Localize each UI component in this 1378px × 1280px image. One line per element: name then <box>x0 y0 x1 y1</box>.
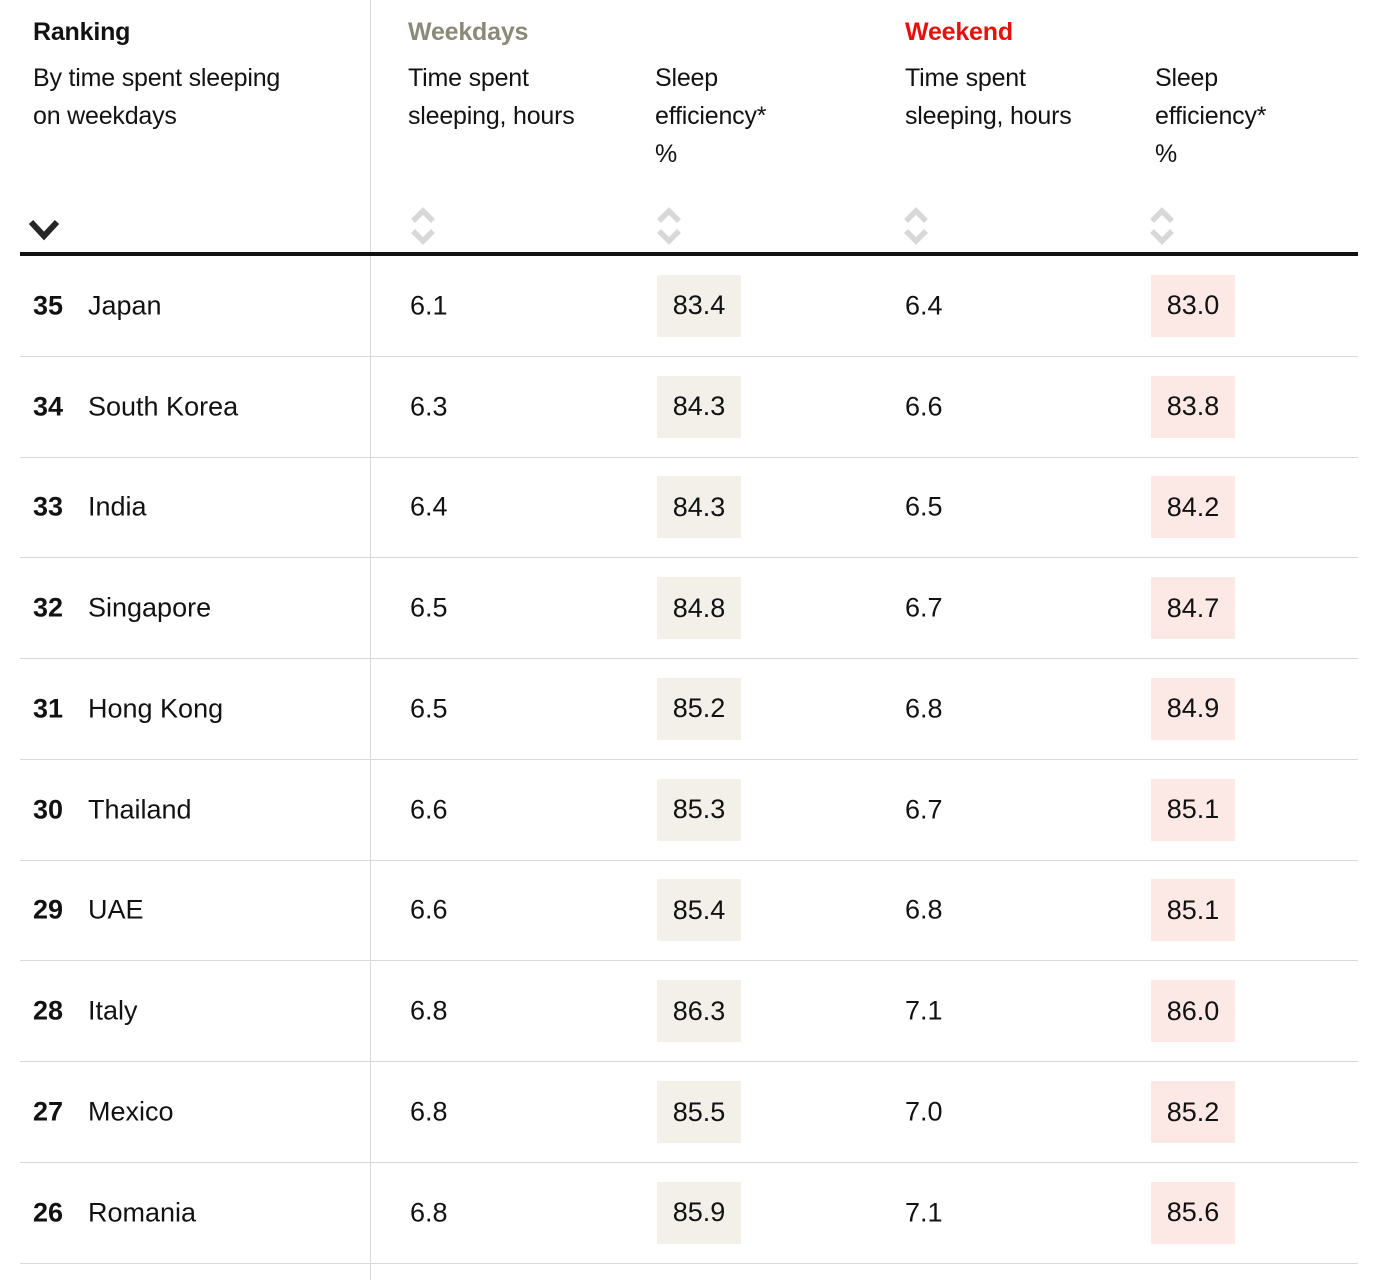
chevron-down-icon <box>28 219 60 241</box>
weekday-hours-cell: 6.8 <box>410 1197 448 1228</box>
weekday-hours-cell: 6.5 <box>410 592 448 623</box>
weekend-hours-cell: 7.0 <box>905 1096 943 1127</box>
weekday-hours-cell: 6.8 <box>410 995 448 1026</box>
sort-updown-icon <box>1150 207 1174 245</box>
ranking-subtitle: By time spent sleeping on weekdays <box>33 64 281 130</box>
sort-updown-icon <box>657 207 681 245</box>
rank-cell: 27 <box>33 1096 64 1127</box>
weekend-efficiency-cell: 84.2 <box>1151 476 1235 539</box>
table-row: 29 UAE 6.6 85.4 6.8 85.1 <box>20 861 1358 962</box>
rank-cell: 26 <box>33 1197 64 1228</box>
weekday-efficiency-cell: 84.8 <box>657 577 741 640</box>
weekday-efficiency-cell: 83.4 <box>657 274 741 337</box>
weekday-efficiency-cell: 84.3 <box>657 476 741 539</box>
rank-cell: 31 <box>33 693 64 724</box>
col-header-weekday-hours: Time spent sleeping, hours <box>408 64 575 130</box>
weekend-efficiency-cell: 85.1 <box>1151 879 1235 942</box>
weekend-efficiency-cell: 84.9 <box>1151 677 1235 740</box>
table-row: 31 Hong Kong 6.5 85.2 6.8 84.9 <box>20 659 1358 760</box>
column-divider <box>370 0 371 1280</box>
weekend-hours-cell: 6.4 <box>905 290 943 321</box>
weekend-hours-cell: 6.7 <box>905 592 943 623</box>
sort-updown-icon <box>411 207 435 245</box>
table-row: 28 Italy 6.8 86.3 7.1 86.0 <box>20 961 1358 1063</box>
rank-cell: 28 <box>33 995 64 1026</box>
rank-cell: 35 <box>33 290 64 321</box>
weekday-efficiency-cell: 85.2 <box>657 677 741 740</box>
table-row: 30 Thailand 6.6 85.3 6.7 85.1 <box>20 760 1358 861</box>
ranking-title: Ranking <box>33 18 131 46</box>
weekend-efficiency-cell: 86.0 <box>1151 980 1235 1043</box>
col-header-weekend-hours: Time spent sleeping, hours <box>905 64 1072 130</box>
weekend-efficiency-cell: 85.6 <box>1151 1181 1235 1244</box>
sort-weekday-hours-button[interactable] <box>409 206 437 246</box>
sort-weekday-efficiency-button[interactable] <box>655 206 683 246</box>
weekend-hours-cell: 6.8 <box>905 693 943 724</box>
weekday-hours-cell: 6.4 <box>410 491 448 522</box>
country-cell: India <box>88 491 147 522</box>
weekend-hours-cell: 6.8 <box>905 894 943 925</box>
country-cell: Thailand <box>88 794 192 825</box>
weekend-efficiency-cell: 84.7 <box>1151 577 1235 640</box>
table-row: 27 Mexico 6.8 85.5 7.0 85.2 <box>20 1062 1358 1163</box>
weekday-efficiency-cell: 85.9 <box>657 1181 741 1244</box>
sort-ranking-button[interactable] <box>26 214 62 244</box>
column-group-weekend: Weekend <box>905 18 1013 46</box>
country-cell: Romania <box>88 1197 197 1228</box>
header-rule <box>20 252 1358 256</box>
weekday-efficiency-cell: 85.5 <box>657 1081 741 1143</box>
weekday-hours-cell: 6.5 <box>410 693 448 724</box>
country-cell: UAE <box>88 894 144 925</box>
sort-weekend-efficiency-button[interactable] <box>1148 206 1176 246</box>
weekday-hours-cell: 6.6 <box>410 894 448 925</box>
sort-updown-icon <box>904 207 928 245</box>
col-header-weekday-efficiency: Sleep efficiency* % <box>655 64 767 168</box>
sort-weekend-hours-button[interactable] <box>902 206 930 246</box>
weekend-efficiency-cell: 83.8 <box>1151 375 1235 438</box>
weekend-efficiency-cell: 85.2 <box>1151 1081 1235 1143</box>
table-row: 33 India 6.4 84.3 6.5 84.2 <box>20 458 1358 559</box>
table-row: 32 Singapore 6.5 84.8 6.7 84.7 <box>20 558 1358 660</box>
table-row: 35 Japan 6.1 83.4 6.4 83.0 <box>20 256 1358 357</box>
weekend-hours-cell: 6.5 <box>905 491 943 522</box>
table-row: 26 Romania 6.8 85.9 7.1 85.6 <box>20 1163 1358 1264</box>
country-cell: Mexico <box>88 1096 174 1127</box>
weekend-hours-cell: 7.1 <box>905 1197 943 1228</box>
weekday-efficiency-cell: 85.4 <box>657 879 741 942</box>
weekday-hours-cell: 6.1 <box>410 290 448 321</box>
weekend-efficiency-cell: 83.0 <box>1151 274 1235 337</box>
country-cell: Italy <box>88 995 138 1026</box>
rank-cell: 34 <box>33 391 64 422</box>
weekday-efficiency-cell: 86.3 <box>657 980 741 1043</box>
rank-cell: 29 <box>33 894 64 925</box>
table-body: 35 Japan 6.1 83.4 6.4 83.0 34 South Kore… <box>0 256 1378 1264</box>
weekend-hours-cell: 6.6 <box>905 391 943 422</box>
table-row: 34 South Korea 6.3 84.3 6.6 83.8 <box>20 357 1358 458</box>
rank-cell: 32 <box>33 592 64 623</box>
weekday-efficiency-cell: 85.3 <box>657 778 741 841</box>
rank-cell: 33 <box>33 491 64 522</box>
country-cell: Hong Kong <box>88 693 224 724</box>
weekday-hours-cell: 6.8 <box>410 1096 448 1127</box>
weekday-hours-cell: 6.6 <box>410 794 448 825</box>
rank-cell: 30 <box>33 794 64 825</box>
country-cell: Singapore <box>88 592 212 623</box>
weekday-efficiency-cell: 84.3 <box>657 375 741 438</box>
country-cell: South Korea <box>88 391 239 422</box>
weekday-hours-cell: 6.3 <box>410 391 448 422</box>
column-group-weekdays: Weekdays <box>408 18 529 46</box>
weekend-hours-cell: 6.7 <box>905 794 943 825</box>
weekend-hours-cell: 7.1 <box>905 995 943 1026</box>
weekend-efficiency-cell: 85.1 <box>1151 778 1235 841</box>
col-header-weekend-efficiency: Sleep efficiency* % <box>1155 64 1267 168</box>
country-cell: Japan <box>88 290 162 321</box>
